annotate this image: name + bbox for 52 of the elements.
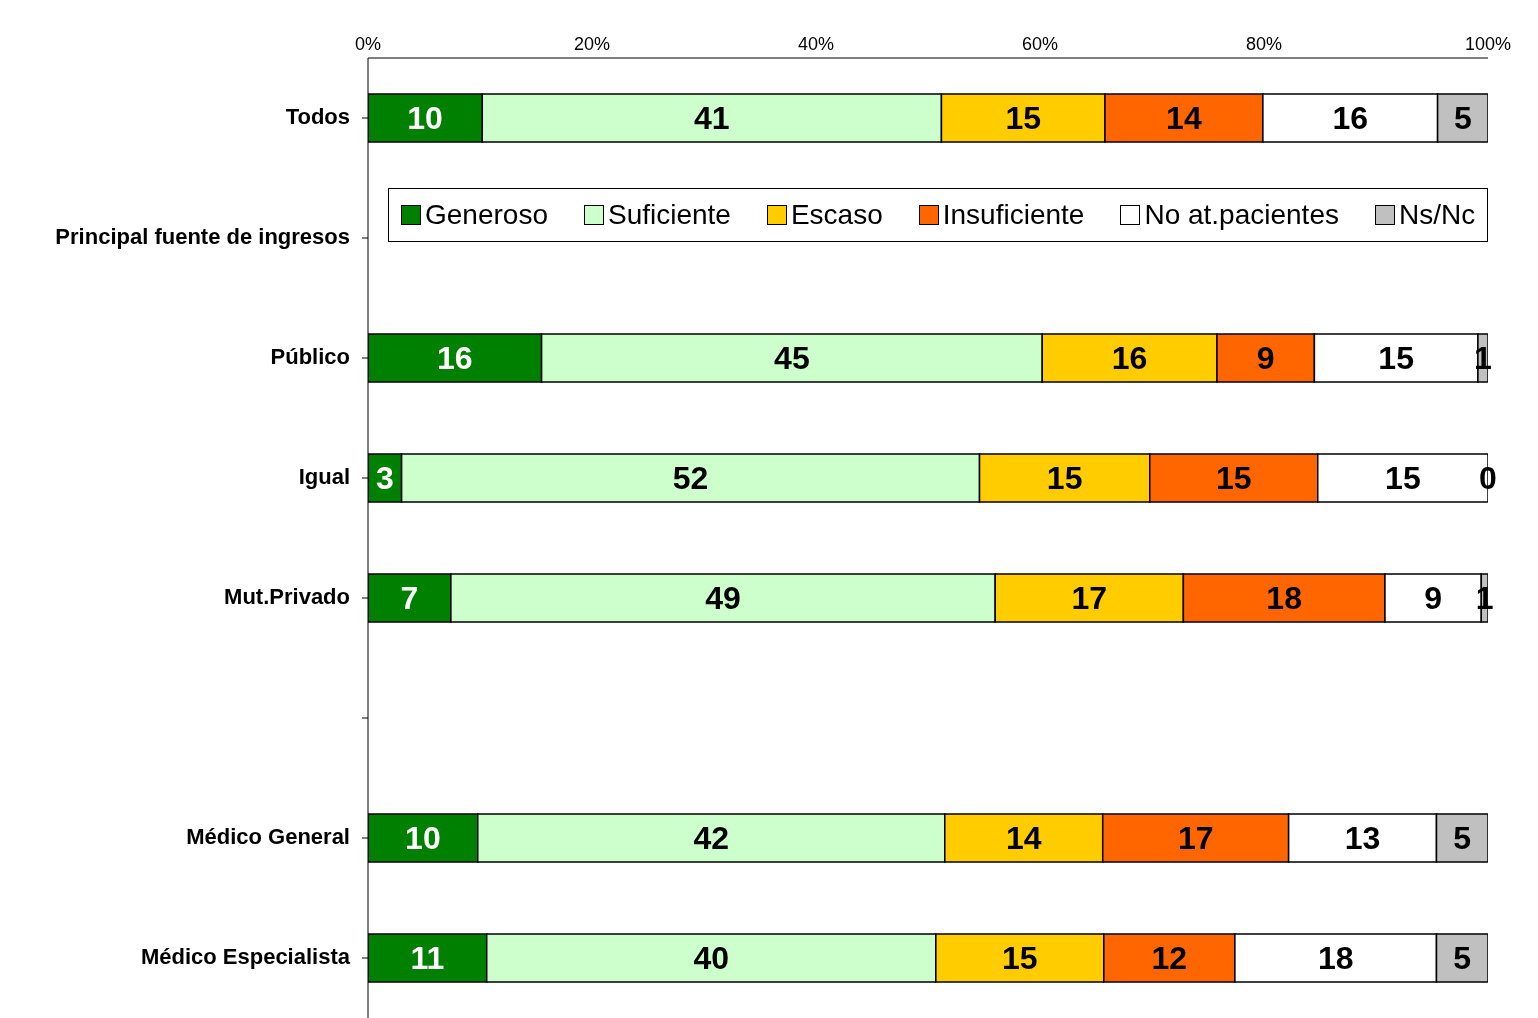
x-tick-label: 60% bbox=[1021, 34, 1059, 54]
data-label: 16 bbox=[1332, 100, 1369, 136]
data-label: 15 bbox=[1046, 460, 1083, 496]
data-label: 40 bbox=[693, 940, 730, 976]
data-label: 7 bbox=[400, 580, 419, 616]
x-tick-label: 100% bbox=[1464, 34, 1512, 54]
data-label: 15 bbox=[1378, 340, 1414, 376]
legend-label: Insuficiente bbox=[941, 199, 1085, 231]
data-label: 49 bbox=[705, 580, 741, 616]
data-label: 5 bbox=[1453, 940, 1472, 976]
data-label: 17 bbox=[1177, 820, 1214, 856]
data-label: 18 bbox=[1266, 580, 1302, 616]
data-label: 9 bbox=[1424, 580, 1443, 616]
data-label: 5 bbox=[1453, 100, 1472, 136]
data-label: 15 bbox=[1002, 940, 1038, 976]
data-label: 42 bbox=[693, 820, 730, 856]
legend-label: Generoso bbox=[424, 199, 548, 231]
data-label: 15 bbox=[1215, 460, 1252, 496]
legend-label: Suficiente bbox=[606, 199, 731, 231]
y-tick-label: Médico General bbox=[186, 823, 350, 849]
data-label: 12 bbox=[1151, 940, 1188, 976]
legend-label: Ns/Nc bbox=[1398, 199, 1476, 231]
data-label: 13 bbox=[1344, 820, 1381, 856]
y-tick-label: Mut.Privado bbox=[224, 583, 350, 609]
data-label: 18 bbox=[1317, 940, 1354, 976]
data-label: 14 bbox=[1005, 820, 1042, 856]
y-tick-label: Público bbox=[270, 343, 350, 369]
data-label: 3 bbox=[375, 460, 394, 496]
legend-label: No at.pacientes bbox=[1143, 199, 1339, 231]
data-label: 14 bbox=[1166, 100, 1202, 136]
data-label: 41 bbox=[694, 100, 730, 136]
data-label: 10 bbox=[405, 820, 441, 856]
data-label: 16 bbox=[437, 340, 473, 376]
data-label: 16 bbox=[1111, 340, 1148, 376]
x-tick-label: 80% bbox=[1245, 34, 1283, 54]
x-tick-label: 0% bbox=[354, 34, 382, 54]
y-tick-label: Principal fuente de ingresos bbox=[55, 223, 350, 249]
y-tick-label: Todos bbox=[285, 103, 350, 129]
data-label: 45 bbox=[774, 340, 810, 376]
data-label: 10 bbox=[407, 100, 443, 136]
data-label: 17 bbox=[1071, 580, 1108, 616]
x-tick-label: 20% bbox=[573, 34, 611, 54]
data-label: 52 bbox=[672, 460, 709, 496]
y-tick-label: Médico Especialista bbox=[140, 943, 351, 969]
data-label: 15 bbox=[1385, 460, 1421, 496]
y-tick-label: Igual bbox=[298, 463, 350, 489]
x-tick-label: 40% bbox=[797, 34, 835, 54]
data-label: 9 bbox=[1256, 340, 1275, 376]
data-label: 15 bbox=[1005, 100, 1041, 136]
legend-label: Escaso bbox=[789, 199, 883, 231]
data-label: 11 bbox=[410, 940, 445, 976]
data-label: 5 bbox=[1453, 820, 1472, 856]
